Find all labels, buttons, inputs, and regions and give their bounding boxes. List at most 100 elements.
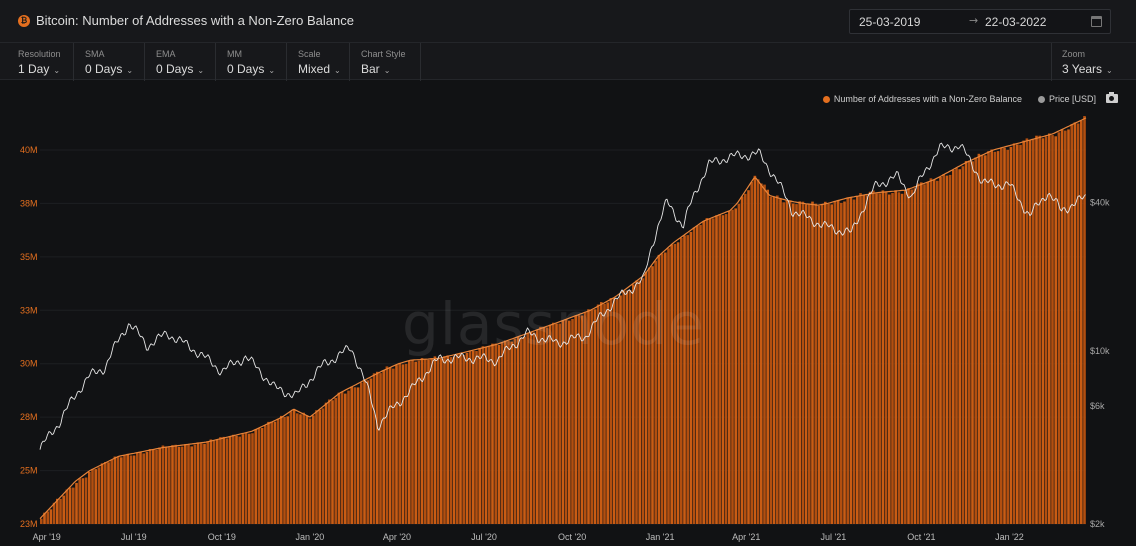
address-bar xyxy=(696,225,699,524)
address-bar xyxy=(430,358,433,524)
address-bar xyxy=(334,397,337,524)
address-bar xyxy=(734,208,737,524)
date-from[interactable]: 25-03-2019 xyxy=(859,15,921,29)
address-bar xyxy=(587,309,590,524)
x-tick-label: Jan '22 xyxy=(995,532,1024,542)
date-to[interactable]: 22-03-2022 xyxy=(985,15,1047,29)
address-bar xyxy=(280,415,283,524)
address-bar xyxy=(123,455,126,524)
address-bar xyxy=(254,429,257,524)
address-bar xyxy=(980,155,984,524)
address-bar xyxy=(472,350,475,524)
address-bar xyxy=(411,359,414,524)
address-bar xyxy=(478,347,481,524)
address-bar xyxy=(568,320,571,524)
address-bar xyxy=(216,439,219,524)
ema-dropdown[interactable]: EMA 0 Days ⌄ xyxy=(146,43,216,81)
address-bar xyxy=(616,299,619,524)
address-bar xyxy=(350,386,353,524)
address-bar xyxy=(296,413,299,524)
zoom-dropdown[interactable]: Zoom 3 Years ⌄ xyxy=(1051,43,1129,81)
x-tick-label: Apr '20 xyxy=(383,532,411,542)
address-bar xyxy=(724,214,728,524)
address-bar xyxy=(161,445,165,524)
address-bar xyxy=(545,327,549,524)
address-bar xyxy=(481,346,485,524)
address-bar xyxy=(1057,132,1061,525)
address-bar xyxy=(283,417,286,524)
address-bar xyxy=(299,414,302,524)
address-bar xyxy=(987,151,990,524)
address-bar xyxy=(1016,144,1019,524)
address-bar xyxy=(955,168,958,524)
address-bar xyxy=(830,204,833,524)
mm-dropdown[interactable]: MM 0 Days ⌄ xyxy=(217,43,287,81)
address-bar xyxy=(1080,120,1083,524)
address-bar xyxy=(929,178,933,525)
address-bar xyxy=(132,455,136,524)
scale-dropdown[interactable]: Scale Mixed ⌄ xyxy=(288,43,350,81)
address-bar xyxy=(664,252,667,524)
address-bar xyxy=(513,338,517,524)
address-bar xyxy=(305,415,309,524)
address-bar xyxy=(939,177,942,524)
address-bar xyxy=(785,200,789,524)
address-bar xyxy=(686,235,689,524)
address-bar xyxy=(1051,135,1054,524)
y-tick-label-left: 38M xyxy=(20,198,38,208)
chart-area[interactable]: 23M 25M 28M 30M 33M 35M 38M 40M $2k $6k $10k $40k Ap… xyxy=(0,80,1136,546)
address-bar xyxy=(878,193,881,524)
resolution-dropdown[interactable]: Resolution 1 Day ⌄ xyxy=(8,43,74,81)
address-bar xyxy=(763,184,766,524)
sma-dropdown[interactable]: SMA 0 Days ⌄ xyxy=(75,43,145,81)
address-bar xyxy=(337,392,341,524)
address-bar xyxy=(801,201,805,524)
chart-style-dropdown[interactable]: Chart Style Bar ⌄ xyxy=(351,43,421,81)
address-bar xyxy=(632,284,635,524)
address-bar xyxy=(564,319,568,524)
address-bar xyxy=(689,231,693,524)
address-bar xyxy=(788,200,792,524)
address-bar xyxy=(65,489,69,524)
address-bar xyxy=(420,358,424,524)
calendar-icon[interactable] xyxy=(1091,16,1102,27)
address-bar xyxy=(900,193,904,525)
address-bar xyxy=(91,468,94,524)
address-bar xyxy=(142,453,145,524)
address-bar xyxy=(510,341,513,524)
control-label: Chart Style xyxy=(361,49,406,59)
address-bar xyxy=(584,312,587,524)
address-bar xyxy=(475,351,478,524)
address-series-edge xyxy=(39,117,1087,520)
address-bar xyxy=(628,290,632,524)
chart-svg[interactable]: 23M 25M 28M 30M 33M 35M 38M 40M $2k $6k $10k $40k Ap… xyxy=(0,80,1136,546)
address-bar xyxy=(452,356,456,524)
address-bar xyxy=(171,445,174,524)
legend-item-price[interactable]: Price [USD] xyxy=(1037,94,1096,104)
address-bar xyxy=(494,343,497,524)
legend-item-addresses[interactable]: Number of Addresses with a Non-Zero Bala… xyxy=(822,94,1022,104)
address-bar xyxy=(782,202,785,525)
address-bar xyxy=(136,452,139,524)
address-bar xyxy=(107,462,110,524)
camera-icon[interactable] xyxy=(1106,92,1118,103)
chevron-down-icon: ⌄ xyxy=(334,66,341,75)
date-range-picker[interactable]: 25-03-2019 → 22-03-2022 xyxy=(849,9,1111,34)
address-bar xyxy=(436,358,440,524)
address-bar xyxy=(177,446,181,524)
address-bar xyxy=(356,387,360,524)
address-bar xyxy=(977,153,981,525)
address-bar xyxy=(798,201,801,524)
chevron-down-icon: ⌄ xyxy=(1106,66,1113,75)
y-tick-label-right: $6k xyxy=(1090,401,1105,411)
address-bar xyxy=(827,203,830,524)
control-value: 0 Days ⌄ xyxy=(85,62,134,76)
address-bar xyxy=(750,182,753,524)
address-bar xyxy=(84,477,88,524)
address-bar xyxy=(52,502,56,524)
address-bar xyxy=(1009,146,1013,524)
address-bar xyxy=(923,184,926,525)
address-bar xyxy=(369,378,373,524)
address-bar xyxy=(520,337,523,524)
address-bar xyxy=(312,415,315,524)
